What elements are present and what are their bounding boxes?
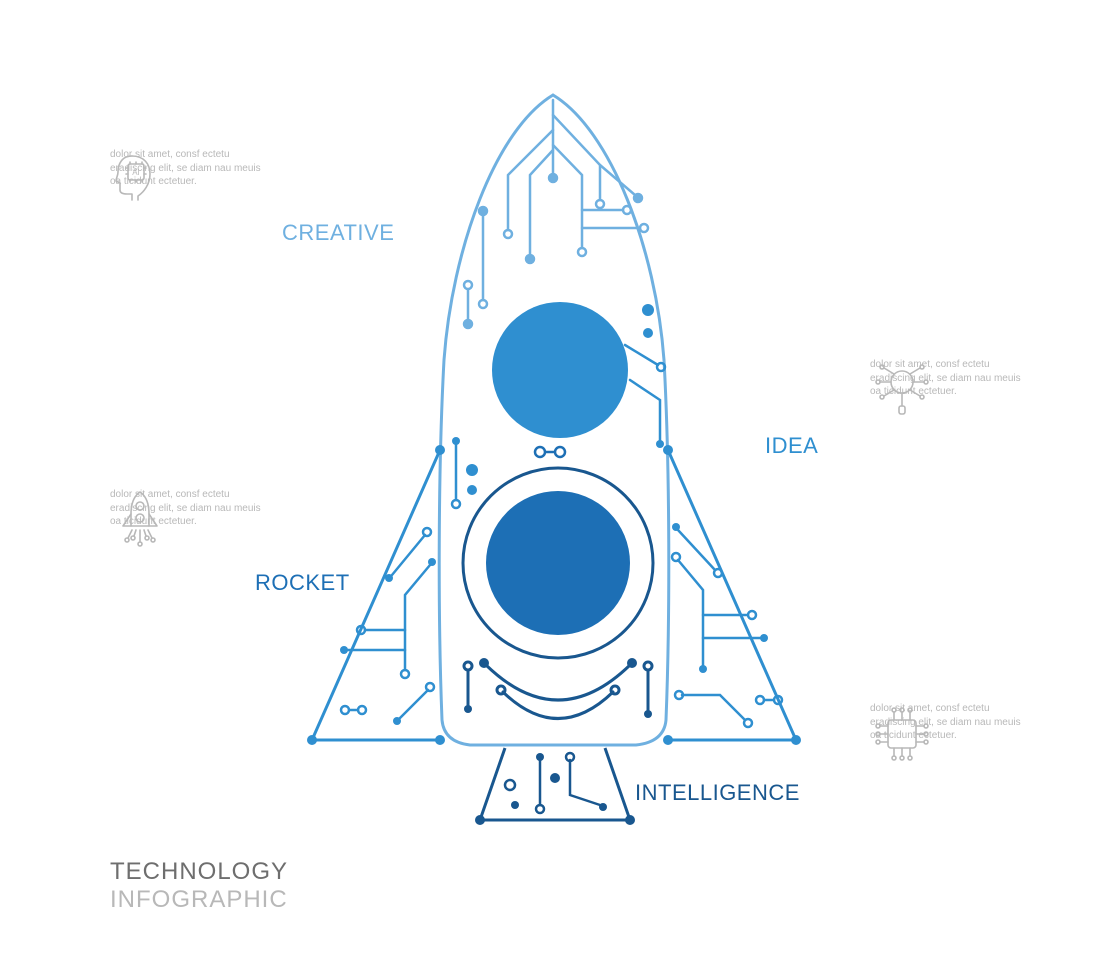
rocket-icon (110, 488, 170, 552)
title-line2: INFOGRAPHIC (110, 886, 288, 914)
label-rocket: ROCKET (255, 570, 350, 596)
circuit-mid-left (452, 437, 478, 508)
circuit-wing-left (340, 528, 436, 725)
circuit-exhaust (505, 753, 607, 813)
title-line1: TECHNOLOGY (110, 858, 288, 886)
label-idea: IDEA (765, 433, 818, 459)
label-creative: CREATIVE (282, 220, 394, 246)
rocket-window-upper (492, 302, 628, 438)
infographic-canvas: CREATIVE IDEA ROCKET INTELLIGENCE AI dol… (0, 0, 1102, 980)
info-creative: AI dolor sit amet, consf ectetu eradisci… (110, 148, 270, 189)
circuit-wing-right (672, 523, 782, 727)
circuit-lower-smiles (464, 658, 652, 719)
rocket-exhaust (480, 748, 630, 820)
rocket-window-lower (486, 491, 630, 635)
label-intelligence: INTELLIGENCE (635, 780, 800, 806)
title-block: TECHNOLOGY INFOGRAPHIC (110, 858, 288, 914)
info-intelligence: dolor sit amet, consf ectetu eradiscing … (870, 702, 1030, 743)
info-idea: dolor sit amet, consf ectetu eradiscing … (870, 358, 1030, 399)
circuit-upper (464, 100, 648, 328)
svg-text:AI: AI (132, 168, 140, 177)
info-rocket: dolor sit amet, consf ectetu eradiscing … (110, 488, 270, 529)
ai-head-icon: AI (110, 148, 170, 208)
magnifier-icon (870, 358, 934, 418)
chip-icon (870, 702, 934, 766)
